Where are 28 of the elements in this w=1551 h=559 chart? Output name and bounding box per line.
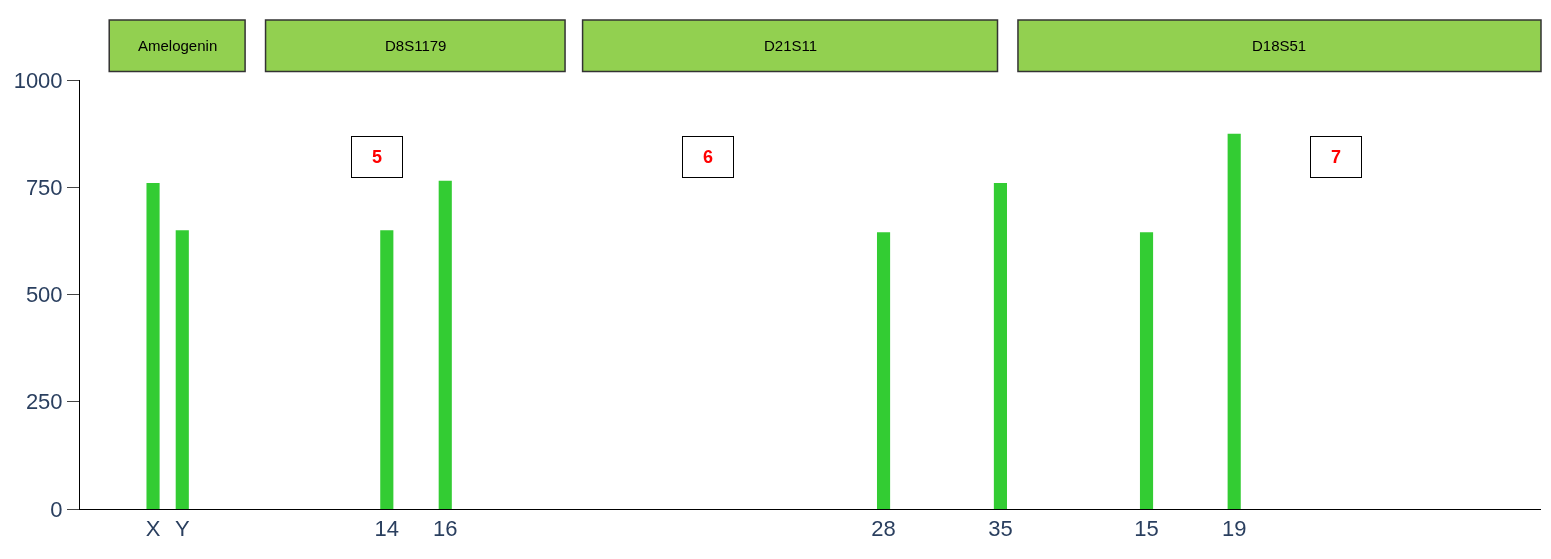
y-tick-label: 1000: [13, 67, 63, 93]
x-tick-label: Y: [174, 516, 190, 542]
x-tick-label: 19: [1221, 516, 1247, 542]
bar: [876, 232, 891, 509]
y-tick-label: 0: [50, 496, 63, 522]
text: Amelogenin: [138, 37, 218, 54]
text: D8S1179: [385, 37, 447, 54]
bar: [438, 180, 452, 509]
annotation: 6: [702, 147, 714, 167]
bar: [1227, 133, 1241, 509]
bar: [993, 182, 1007, 509]
bar: [380, 230, 394, 509]
x-tick-label: 35: [988, 516, 1013, 542]
bar: [1139, 232, 1154, 509]
x-tick-label: 28: [871, 516, 896, 542]
x-tick-label: 14: [374, 516, 400, 542]
x-tick-label: 15: [1134, 516, 1159, 542]
text: D18S51: [1252, 37, 1307, 54]
text: D21S11: [764, 37, 818, 54]
y-tick-label: 250: [25, 389, 63, 415]
y-tick-label: 500: [25, 282, 63, 308]
x-tick-label: 16: [433, 516, 458, 542]
bar: [175, 230, 189, 509]
annotation: 7: [1330, 147, 1342, 167]
y-tick-label: 750: [25, 174, 63, 200]
bar: [146, 182, 160, 509]
annotation: 5: [371, 147, 383, 167]
x-tick-label: X: [145, 516, 161, 542]
